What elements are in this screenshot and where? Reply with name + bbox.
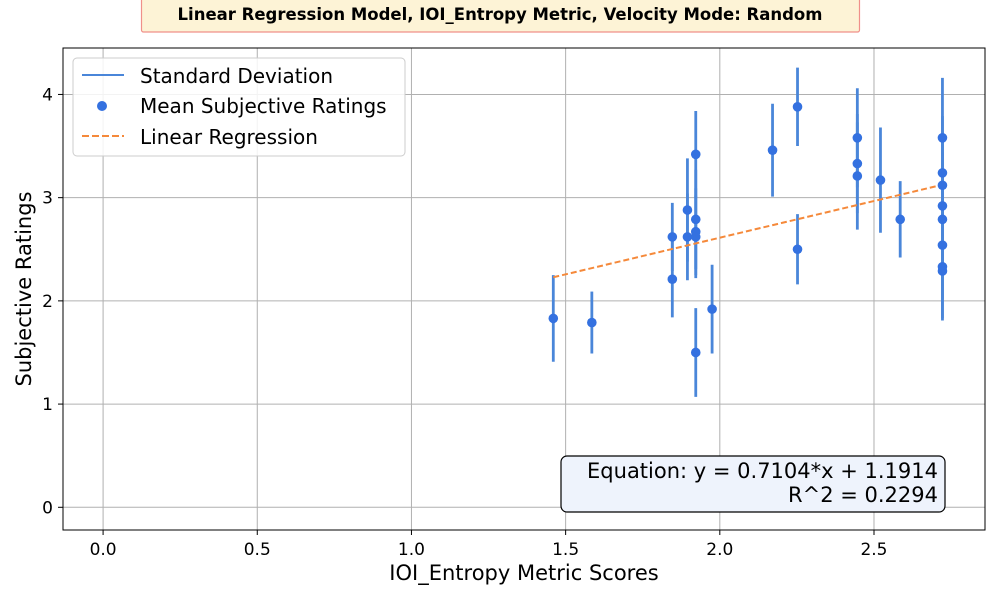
legend-regression-label: Linear Regression: [140, 125, 318, 149]
data-point: [587, 317, 597, 328]
data-point: [937, 266, 948, 276]
chart-title-background: [140, 0, 861, 33]
data-point: [792, 102, 803, 112]
equation-box: [560, 455, 946, 513]
data-point: [690, 347, 701, 358]
data-point: [667, 232, 678, 242]
data-point: [895, 214, 906, 225]
data-points: [548, 102, 948, 358]
x-tick-label: 1.0: [398, 540, 425, 560]
plot-frame: [62, 47, 986, 531]
data-point: [548, 313, 559, 324]
data-point: [852, 158, 863, 169]
data-point: [682, 205, 693, 215]
data-point: [875, 175, 886, 185]
data-point: [792, 244, 803, 255]
data-point: [707, 304, 717, 314]
data-point: [937, 201, 948, 211]
data-point: [852, 132, 863, 143]
y-tick-label: 4: [42, 85, 53, 105]
legend-frame: [72, 57, 406, 157]
y-tick-label: 1: [42, 395, 53, 415]
x-tick-label: 0.0: [90, 540, 117, 560]
y-axis-ticks: 0 1 2 3 4: [42, 85, 63, 518]
regression-layer: [553, 183, 943, 279]
r-squared-text: R^2 = 0.2294: [788, 483, 938, 507]
regression-line: [553, 183, 943, 279]
legend-marker-swatch: [97, 101, 107, 111]
data-point: [690, 232, 701, 242]
equation-text: Equation: y = 0.7104*x + 1.1914: [587, 459, 938, 483]
chart-title-box: Linear Regression Model, IOI_Entropy Met…: [140, 0, 861, 33]
x-tick-label: 0.5: [244, 540, 271, 560]
data-point: [937, 214, 948, 225]
data-point: [767, 145, 778, 155]
legend: Standard Deviation Mean Subjective Ratin…: [72, 57, 406, 157]
y-axis-label: Subjective Ratings: [12, 191, 36, 386]
data-point: [682, 232, 693, 242]
legend-marker-label: Mean Subjective Ratings: [140, 94, 387, 118]
legend-sd-label: Standard Deviation: [140, 64, 333, 88]
data-point: [937, 168, 948, 178]
x-axis-label: IOI_Entropy Metric Scores: [389, 561, 658, 586]
x-axis-ticks: 0.0 0.5 1.0 1.5 2.0 2.5: [90, 530, 888, 560]
data-point: [690, 214, 701, 225]
data-point: [852, 171, 863, 181]
x-tick-label: 2.0: [706, 540, 733, 560]
x-tick-label: 1.5: [552, 540, 579, 560]
data-point: [667, 274, 678, 284]
chart-title: Linear Regression Model, IOI_Entropy Met…: [178, 5, 823, 24]
data-point: [937, 132, 948, 143]
data-point: [937, 180, 948, 191]
y-tick-label: 2: [42, 292, 53, 312]
y-tick-label: 0: [42, 498, 53, 518]
data-point: [690, 149, 701, 160]
equation-annotation: Equation: y = 0.7104*x + 1.1914 R^2 = 0.…: [560, 455, 946, 513]
data-point: [937, 240, 948, 250]
y-tick-label: 3: [42, 189, 53, 209]
x-tick-label: 2.5: [860, 540, 887, 560]
